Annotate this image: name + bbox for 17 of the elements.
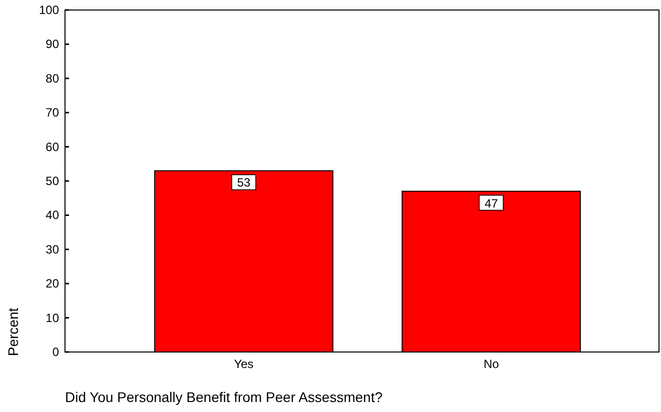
x-axis-title: Did You Personally Benefit from Peer Assessment? [65, 389, 383, 405]
y-axis-title: Percent [5, 308, 21, 356]
y-tick-label: 40 [46, 208, 60, 222]
y-tick-label: 90 [46, 37, 60, 52]
y-tick-label: 70 [46, 106, 60, 120]
y-tick-label: 10 [46, 310, 60, 325]
x-tick-label: No [484, 357, 500, 371]
y-tick-label: 60 [46, 140, 60, 154]
data-label: 47 [484, 196, 498, 210]
data-label: 53 [237, 176, 251, 190]
y-tick-label: 30 [46, 242, 60, 256]
y-tick-label: 20 [46, 276, 60, 291]
y-tick-label: 0 [52, 345, 60, 359]
y-tick-label: 50 [46, 174, 60, 188]
x-tick-label: Yes [234, 357, 254, 371]
y-tick-label: 80 [46, 71, 60, 86]
y-tick-label: 100 [38, 3, 60, 17]
